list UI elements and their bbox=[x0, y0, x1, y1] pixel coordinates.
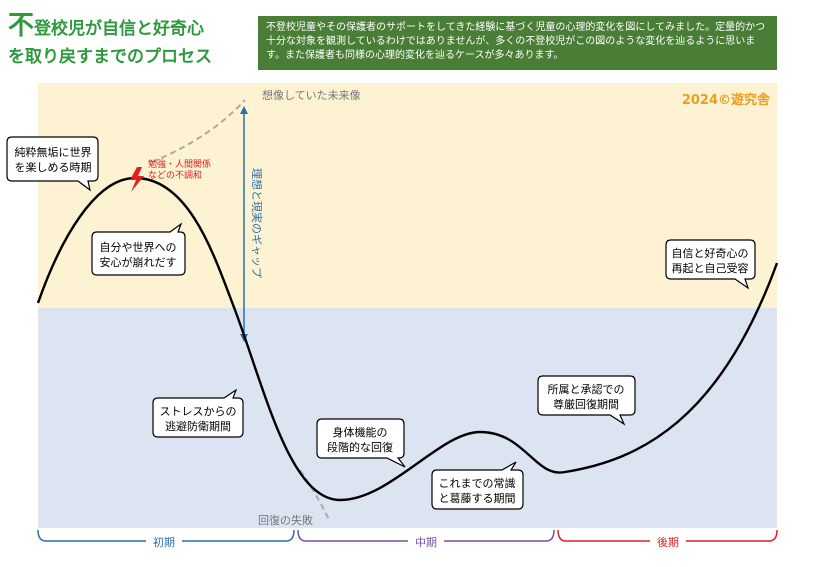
explanation-note: 不登校児童やその保護者のサポートをしてきた経験に基づく児童の心理的変化を図にして… bbox=[258, 16, 777, 70]
bubble-text-line: 安心が崩れだす bbox=[100, 255, 177, 269]
phase-label: 中期 bbox=[415, 536, 437, 549]
bubble-self-acceptance: 自信と好奇心の 再起と自己受容 bbox=[665, 239, 756, 290]
gap-label: 理想と現実のギャップ bbox=[250, 168, 264, 278]
bubble-text-line: 再起と自己受容 bbox=[672, 261, 749, 275]
bubble-common-sense-conflict: これまでの常識 と葛藤する期間 bbox=[431, 461, 524, 510]
trigger-label-line2: などの不調和 bbox=[148, 169, 202, 181]
phase-late: 後期 bbox=[557, 529, 778, 550]
bubble-physical-recovery: 身体機能の 段階的な回復 bbox=[316, 418, 406, 468]
ideal-future-label: 想像していた未来像 bbox=[262, 88, 361, 102]
phase-label: 初期 bbox=[153, 535, 175, 549]
bubble-text-line: を楽しめる時期 bbox=[15, 161, 92, 174]
bubble-text-line: 所属と承認での bbox=[548, 382, 625, 396]
phase-label: 後期 bbox=[657, 535, 679, 549]
recovery-failure-label: 回復の失敗 bbox=[258, 513, 313, 527]
bubble-text-line: これまでの常識 bbox=[439, 477, 516, 490]
bubble-text-line: 段階的な回復 bbox=[327, 440, 393, 454]
phase-early: 初期 bbox=[37, 529, 295, 550]
bubble-belonging-dignity: 所属と承認での 尊厳回復期間 bbox=[537, 375, 636, 426]
bubble-text-line: 逃避防衛期間 bbox=[165, 419, 231, 433]
title-first-char: 不 bbox=[8, 11, 35, 41]
copyright-label: 2024©遊究舎 bbox=[682, 92, 771, 108]
bubble-text-line: 尊厳回復期間 bbox=[553, 397, 619, 411]
bubble-pure-joy: 純粋無垢に世界 を楽しめる時期 bbox=[6, 136, 99, 192]
bubble-stress-avoidance: ストレスからの 逃避防衛期間 bbox=[152, 388, 244, 438]
trigger-lightning-icon bbox=[130, 167, 144, 192]
bubble-text-line: と葛藤する期間 bbox=[439, 492, 516, 505]
ideal-future-dashed-line bbox=[151, 99, 246, 163]
trigger-label-line1: 勉強・人間関係 bbox=[148, 158, 211, 170]
title-line1: 登校児が自信と好奇心 bbox=[34, 19, 205, 39]
bubble-text-line: 身体機能の bbox=[333, 425, 388, 439]
diagram-title: 不登校児が自信と好奇心 を取り戻すまでのプロセス bbox=[8, 12, 258, 71]
bubble-text-line: 純粋無垢に世界 bbox=[15, 145, 92, 159]
recovery-failure-dashed-line bbox=[299, 469, 331, 523]
phase-middle: 中期 bbox=[297, 529, 555, 550]
bubble-text-line: 自分や世界への bbox=[100, 241, 177, 254]
bubble-text-line: 自信と好奇心の bbox=[672, 246, 749, 260]
lower-zone bbox=[38, 308, 777, 528]
title-line2: を取り戻すまでのプロセス bbox=[8, 47, 212, 67]
bubble-text-line: ストレスからの bbox=[160, 405, 237, 418]
bubble-security-collapse: 自分や世界への 安心が崩れだす bbox=[91, 222, 186, 276]
